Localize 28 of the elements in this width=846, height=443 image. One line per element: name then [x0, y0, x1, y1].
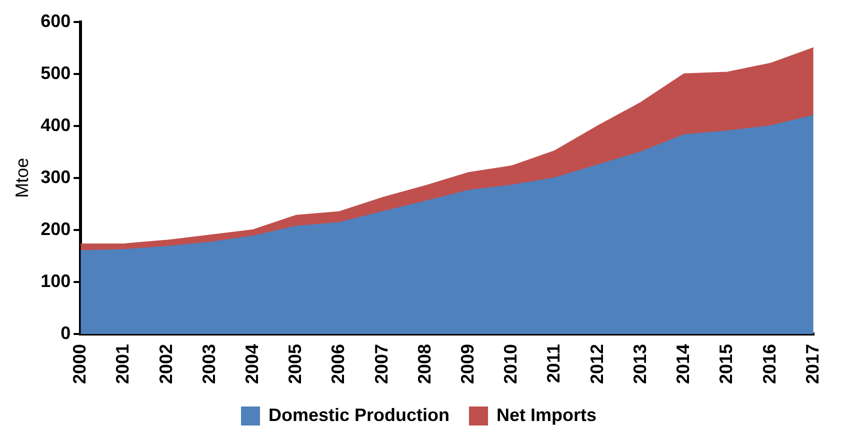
- x-tick-label: 2005: [285, 344, 306, 384]
- x-tick-label: 2012: [586, 344, 607, 384]
- x-tick-label: 2016: [759, 344, 780, 384]
- x-tick-label: 2017: [802, 344, 822, 384]
- x-tick-label: 2004: [242, 344, 262, 384]
- x-tick-label: 2000: [70, 344, 90, 384]
- x-tick-label: 2007: [371, 344, 392, 384]
- legend-label: Domestic Production: [268, 404, 450, 425]
- y-tick-label: 100: [40, 270, 71, 291]
- x-tick-label: 2013: [630, 344, 650, 384]
- legend-label: Net Imports: [496, 404, 597, 425]
- x-tick-label: 2001: [112, 344, 133, 384]
- y-tick-label: 0: [60, 322, 71, 343]
- x-tick-label: 2006: [328, 344, 348, 384]
- y-axis-title: Mtoe: [12, 158, 32, 198]
- x-tick-label: 2008: [414, 344, 434, 384]
- y-tick-label: 500: [40, 62, 71, 83]
- x-tick-label: 2002: [156, 344, 176, 384]
- x-tick-label: 2009: [458, 344, 478, 384]
- y-tick-label: 600: [40, 10, 71, 31]
- x-tick-label: 2015: [716, 344, 736, 384]
- x-tick-label: 2011: [544, 344, 564, 384]
- y-tick-label: 400: [40, 114, 71, 135]
- x-tick-label: 2010: [500, 344, 521, 384]
- y-tick-label: 300: [40, 166, 71, 187]
- x-tick-label: 2003: [198, 344, 219, 384]
- x-tick-label: 2014: [673, 344, 694, 384]
- y-tick-label: 200: [40, 218, 71, 239]
